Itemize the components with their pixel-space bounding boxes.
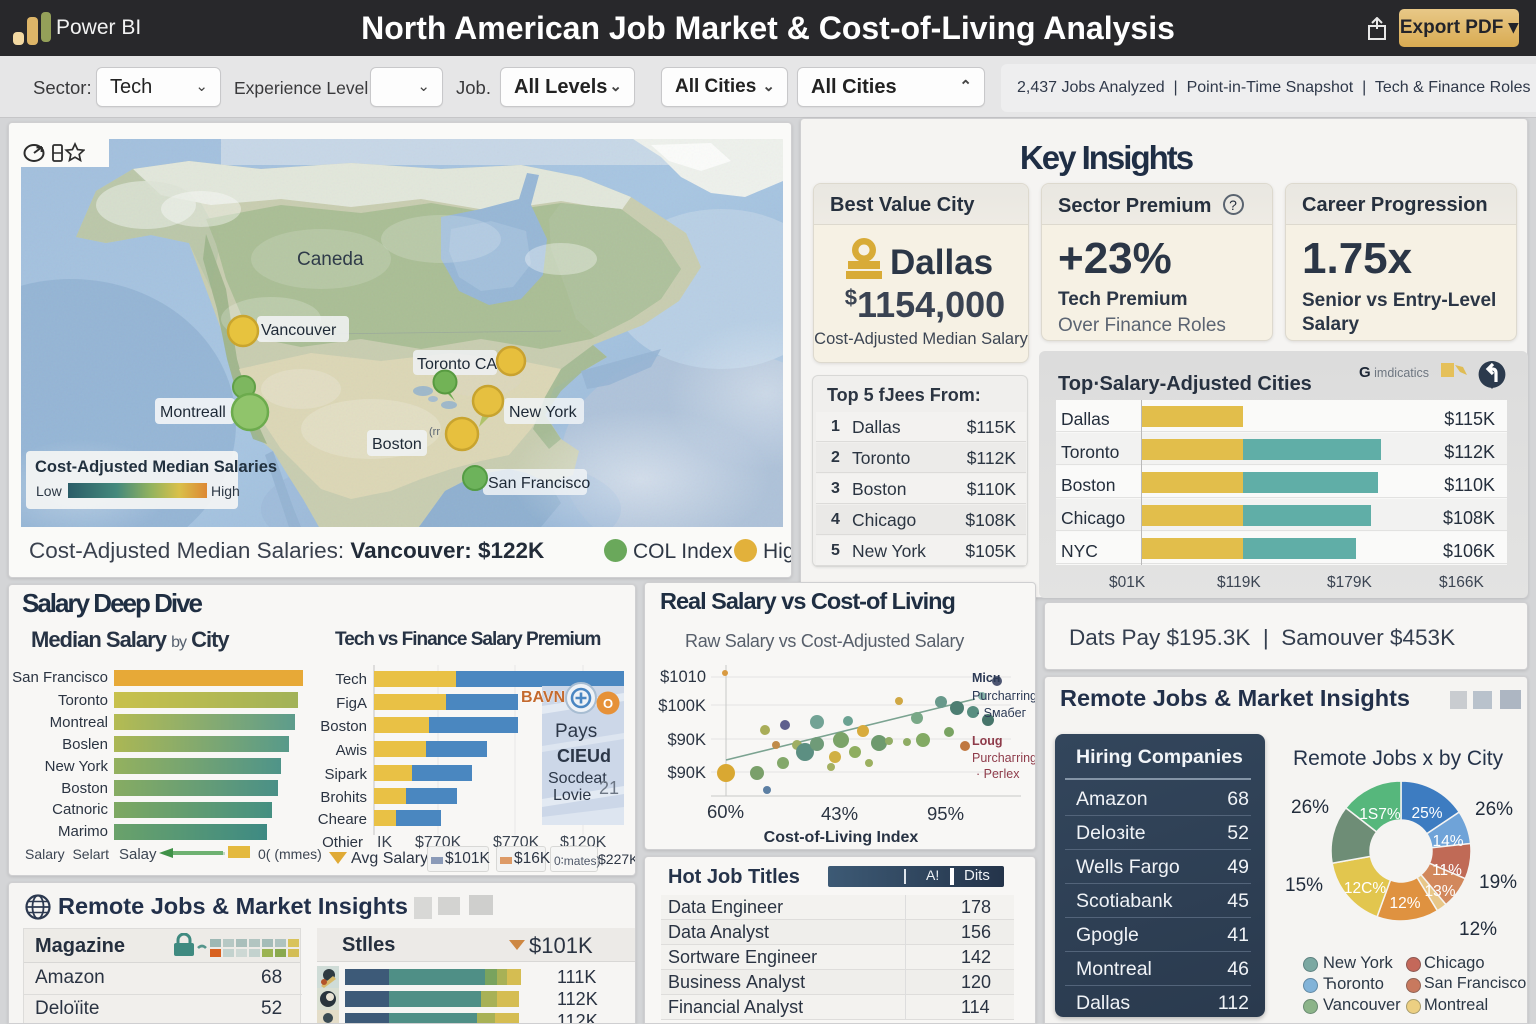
- svg-text:21: 21: [599, 778, 619, 798]
- svg-text:FigA: FigA: [336, 695, 367, 712]
- svg-text:· Sмaбeг: · Sмaбeг: [976, 706, 1027, 720]
- svg-text:0( (mmes): 0( (mmes): [258, 846, 322, 862]
- svg-text:Marimo: Marimo: [58, 823, 108, 840]
- svg-text:San Francisco: San Francisco: [12, 669, 108, 686]
- svg-text:High: High: [211, 483, 240, 499]
- svg-text:Tech: Tech: [335, 671, 367, 688]
- svg-text:Micн: Micн: [972, 671, 1000, 685]
- svg-text:Boston: Boston: [372, 436, 422, 453]
- svg-text:Vancouver: Vancouver: [261, 322, 337, 339]
- svg-text:Montreall: Montreall: [160, 404, 226, 421]
- svg-text:· Peгlex: · Peгlex: [976, 767, 1020, 781]
- svg-text:Cost-Adjusted Median Salaries: Cost-Adjusted Median Salaries: [35, 458, 277, 476]
- svg-text:$90K: $90K: [667, 731, 706, 749]
- svg-text:Loug: Loug: [972, 734, 1003, 748]
- svg-text:12С%: 12С%: [1344, 880, 1386, 897]
- svg-text:Pays: Pays: [555, 721, 597, 742]
- svg-text:Catnoric: Catnoric: [52, 801, 108, 818]
- svg-text:O: O: [603, 696, 613, 711]
- svg-text:11%: 11%: [1432, 862, 1462, 879]
- svg-text:Boslen: Boslen: [62, 736, 108, 753]
- svg-text:Toronto: Toronto: [58, 692, 108, 709]
- svg-text:San Francisco: San Francisco: [488, 475, 590, 492]
- svg-text:Sipark: Sipark: [324, 766, 367, 783]
- svg-text:12%: 12%: [1389, 895, 1420, 912]
- svg-text:14%: 14%: [1432, 833, 1463, 850]
- svg-text:Othier: Othier: [322, 834, 363, 851]
- svg-text:Socdeat: Socdeat: [548, 770, 607, 787]
- svg-text:$1010: $1010: [660, 668, 706, 686]
- svg-text:25%: 25%: [1411, 805, 1442, 822]
- svg-text:(rr: (rr: [429, 426, 440, 438]
- svg-text:Cheare: Cheare: [318, 811, 367, 828]
- svg-text:Salay: Salay: [119, 846, 157, 863]
- svg-text:Cost-of-Living Index: Cost-of-Living Index: [764, 829, 919, 846]
- svg-text:Caneda: Caneda: [297, 249, 364, 270]
- svg-text:Toronto CA: Toronto CA: [417, 356, 497, 373]
- svg-text:Low: Low: [36, 483, 63, 499]
- svg-text:Awis: Awis: [336, 742, 367, 759]
- svg-text:$100K: $100K: [658, 697, 706, 715]
- svg-text:IK: IK: [377, 834, 392, 851]
- svg-text:95%: 95%: [927, 803, 964, 824]
- svg-text:Boston: Boston: [61, 780, 108, 797]
- svg-text:New York: New York: [45, 758, 109, 775]
- svg-text:Salary Selart: Salary Selart: [25, 846, 109, 862]
- svg-text:60%: 60%: [707, 801, 744, 822]
- svg-text:43%: 43%: [821, 803, 858, 824]
- svg-text:13%: 13%: [1424, 883, 1455, 900]
- svg-text:CIEUd: CIEUd: [557, 746, 611, 766]
- svg-text:Purchaгring: Purchaгring: [972, 689, 1036, 703]
- svg-text:BAVN: BAVN: [521, 689, 565, 706]
- svg-text:New York: New York: [509, 404, 578, 421]
- svg-text:$90K: $90K: [667, 764, 706, 782]
- svg-text:Montreal: Montreal: [50, 714, 108, 731]
- svg-text:Brohits: Brohits: [320, 789, 367, 806]
- svg-text:Purchагring: Purchагring: [972, 751, 1036, 765]
- svg-text:Lovie: Lovie: [553, 787, 591, 804]
- svg-text:Boston: Boston: [320, 718, 367, 735]
- svg-text:1Ѕ7%: 1Ѕ7%: [1359, 806, 1401, 823]
